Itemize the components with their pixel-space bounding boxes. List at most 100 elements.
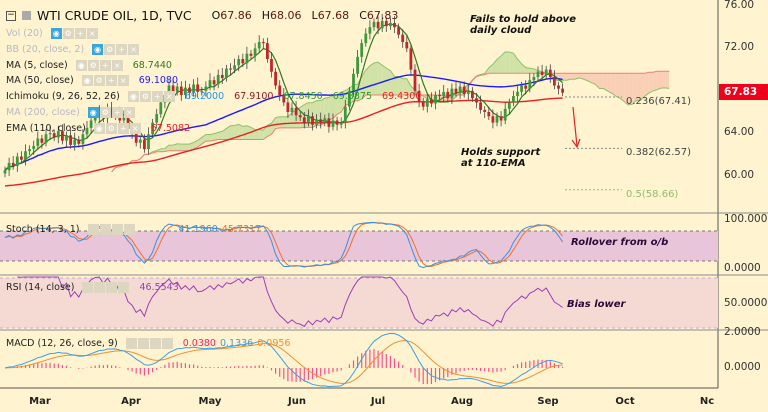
candle-body (331, 120, 335, 127)
visibility-icon[interactable]: ◉ (92, 43, 104, 55)
visibility-icon[interactable]: ◉ (93, 122, 105, 134)
candle-body (401, 34, 405, 43)
indicator-label[interactable]: Ichimoku (9, 26, 52, 26) (6, 91, 120, 103)
indicator-buttons[interactable]: ◉ ⚙ + × (50, 28, 98, 39)
add-icon[interactable]: + (105, 75, 117, 87)
indicator-legend[interactable]: Vol (20) ◉ ⚙ + × (6, 28, 98, 39)
candle-body (348, 90, 351, 107)
candle-body (557, 85, 560, 89)
ichimoku-cloud-segment (259, 129, 264, 140)
indicator-buttons[interactable]: ◉ ⚙ + × (127, 91, 175, 103)
indicator-legend[interactable]: MA (200, close) ◉ ⚙ + × (6, 107, 135, 118)
settings-icon[interactable]: ⚙ (93, 75, 105, 87)
visibility-icon[interactable]: ◉ (75, 59, 87, 71)
add-icon[interactable]: + (151, 91, 163, 103)
candle-body (200, 90, 204, 92)
candle-body (438, 95, 441, 97)
add-icon[interactable]: + (111, 107, 123, 118)
candle-body (540, 71, 544, 75)
candle-body (491, 116, 495, 123)
add-icon[interactable]: + (117, 122, 129, 134)
ichimoku-cloud-segment (173, 143, 178, 151)
candle-body (516, 91, 519, 97)
settings-icon[interactable]: ⚙ (105, 122, 117, 134)
current-price-label: 67.83 (719, 84, 768, 100)
macd-signal-line (4, 340, 563, 384)
indicator-legend[interactable]: MA (50, close) ◉ ⚙ + × 69.1080 (6, 75, 178, 87)
indicator-label[interactable]: MA (50, close) (6, 75, 74, 87)
down-arrow-head-icon (571, 138, 581, 149)
close-icon[interactable]: × (123, 107, 135, 118)
candle-body (528, 80, 532, 89)
settings-icon[interactable]: ⚙ (62, 28, 74, 39)
indicator-legend[interactable]: EMA (110, close) ◉ ⚙ + × 67.5082 (6, 122, 190, 134)
indicator-legend[interactable]: BB (20, close, 2) ◉ ⚙ + × (6, 43, 140, 55)
flag-icon[interactable] (22, 11, 31, 20)
close-icon[interactable]: × (128, 43, 140, 55)
indicator-label[interactable]: MA (5, close) (6, 59, 68, 71)
candle-body (315, 119, 318, 125)
candle-body (307, 116, 310, 123)
close-icon[interactable]: × (129, 122, 141, 134)
ichimoku-cloud-segment (337, 92, 342, 115)
collapse-icon[interactable]: − (6, 9, 16, 21)
candle-body (110, 108, 113, 115)
visibility-icon[interactable]: ◉ (50, 28, 62, 39)
indicator-label[interactable]: Vol (20) (6, 28, 43, 39)
indicator-buttons[interactable]: ◉ ⚙ + × (75, 59, 123, 71)
symbol-label[interactable]: WTI CRUDE OIL, 1D, TVC (37, 8, 192, 23)
rsi-legend[interactable]: RSI (14, close) 46.5543 (6, 282, 179, 293)
candle-body (389, 22, 392, 27)
ichimoku-cloud-segment (160, 148, 165, 152)
add-icon[interactable]: + (74, 28, 86, 39)
ichimoku-cloud-segment (591, 73, 596, 85)
visibility-icon[interactable]: ◉ (87, 107, 99, 118)
settings-icon[interactable]: ⚙ (104, 43, 116, 55)
ichimoku-cloud-segment (230, 125, 235, 140)
settings-icon[interactable]: ⚙ (87, 59, 99, 71)
settings-icon[interactable]: ⚙ (99, 107, 111, 118)
candle-body (548, 69, 552, 78)
candle-body (286, 102, 290, 112)
candle-body (184, 87, 187, 96)
indicator-buttons[interactable]: ◉ ⚙ + × (81, 75, 129, 87)
stoch-legend[interactable]: Stoch (14, 3, 1) 41.1960 45.7317 (6, 224, 262, 235)
add-icon[interactable]: + (99, 59, 111, 71)
ichimoku-cloud-segment (394, 76, 399, 96)
candle-body (553, 77, 556, 86)
candle-body (212, 80, 216, 85)
close-icon[interactable]: × (117, 75, 129, 87)
close-icon[interactable]: × (163, 91, 175, 103)
indicator-buttons[interactable]: ◉ ⚙ + × (93, 122, 141, 134)
visibility-icon[interactable]: ◉ (127, 91, 139, 103)
visibility-icon[interactable]: ◉ (81, 75, 93, 87)
ichimoku-cloud-segment (583, 73, 588, 81)
ichimoku-cloud-segment (632, 73, 637, 105)
close-icon[interactable]: × (111, 59, 123, 71)
ichimoku-span-b (111, 70, 670, 173)
indicator-buttons[interactable]: ◉ ⚙ + × (87, 107, 135, 118)
settings-icon[interactable]: ⚙ (139, 91, 151, 103)
candle-body (229, 68, 232, 70)
annotation-stoch: Rollover from o/b (571, 237, 669, 248)
fib-level-label: 0.236(67.41) (626, 96, 692, 108)
indicator-legend[interactable]: MA (5, close) ◉ ⚙ + × 68.7440 (6, 59, 172, 71)
ichimoku-cloud-segment (242, 125, 247, 140)
ichimoku-cloud-segment (226, 125, 231, 140)
indicator-label[interactable]: MA (200, close) (6, 107, 80, 118)
ichimoku-cloud-segment (579, 73, 584, 80)
indicator-buttons[interactable]: ◉ ⚙ + × (92, 43, 140, 55)
indicator-legend[interactable]: Ichimoku (9, 26, 52, 26) ◉ ⚙ + × 69.2000 67.91… (6, 91, 421, 103)
month-label: Mar (29, 396, 51, 407)
candle-body (520, 85, 523, 92)
ichimoku-cloud-segment (365, 65, 370, 96)
candle-body (274, 71, 277, 86)
price-tick-label: 60.00 (724, 168, 755, 181)
add-icon[interactable]: + (116, 43, 128, 55)
close-icon[interactable]: × (86, 28, 98, 39)
indicator-label[interactable]: BB (20, close, 2) (6, 43, 85, 55)
macd-legend[interactable]: MACD (12, 26, close, 9) 0.0380 0.1336 0.095… (6, 338, 291, 349)
indicator-label[interactable]: EMA (110, close) (6, 122, 86, 134)
candle-body (327, 118, 331, 127)
